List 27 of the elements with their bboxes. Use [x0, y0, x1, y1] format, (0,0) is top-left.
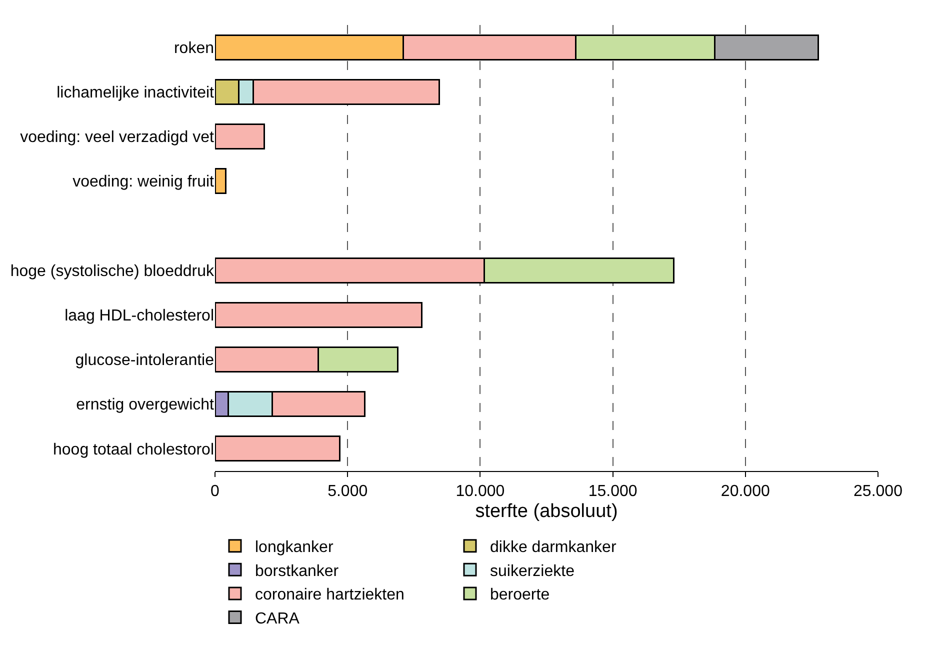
- bar: [215, 123, 265, 150]
- y-tick-label: laag HDL-cholesterol: [64, 308, 214, 324]
- y-tick-label: ernstig overgewicht: [76, 396, 215, 414]
- x-tick-label: 0: [210, 483, 220, 500]
- bar: [215, 436, 340, 462]
- x-tick-label: 15.000: [588, 483, 638, 500]
- y-tick-label: lichamelijke inactiviteit: [56, 84, 215, 102]
- legend-label: borstkanker: [255, 562, 340, 580]
- legend-label: CARA: [255, 610, 300, 628]
- y-tick-label: roken: [174, 40, 214, 57]
- legend-label: suikerziekte: [490, 562, 575, 580]
- legend-label: dikke darmkanker: [490, 539, 617, 556]
- y-tick-label: voeding: weinig fruit: [72, 174, 215, 191]
- y-tick-label: hoge (systolische) bloeddruk: [10, 262, 215, 280]
- x-tick-label: 25.000: [854, 483, 903, 500]
- legend-label: beroerte: [490, 586, 550, 604]
- bar: [215, 302, 423, 328]
- x-tick-label: 10.000: [456, 483, 505, 500]
- y-tick-label: glucose-intolerantie: [75, 352, 214, 370]
- x-tick-label: 5.000: [328, 483, 368, 500]
- bar: [215, 168, 226, 194]
- y-tick-label: voeding: veel verzadigd vet: [20, 129, 215, 146]
- y-tick-label: hoog totaal cholestorol: [53, 441, 214, 458]
- legend-label: coronaire hartziekten: [255, 586, 404, 604]
- legend-label: longkanker: [255, 539, 334, 556]
- x-axis-title: sterfte (absoluut): [475, 501, 618, 522]
- x-tick-label: 20.000: [720, 483, 770, 500]
